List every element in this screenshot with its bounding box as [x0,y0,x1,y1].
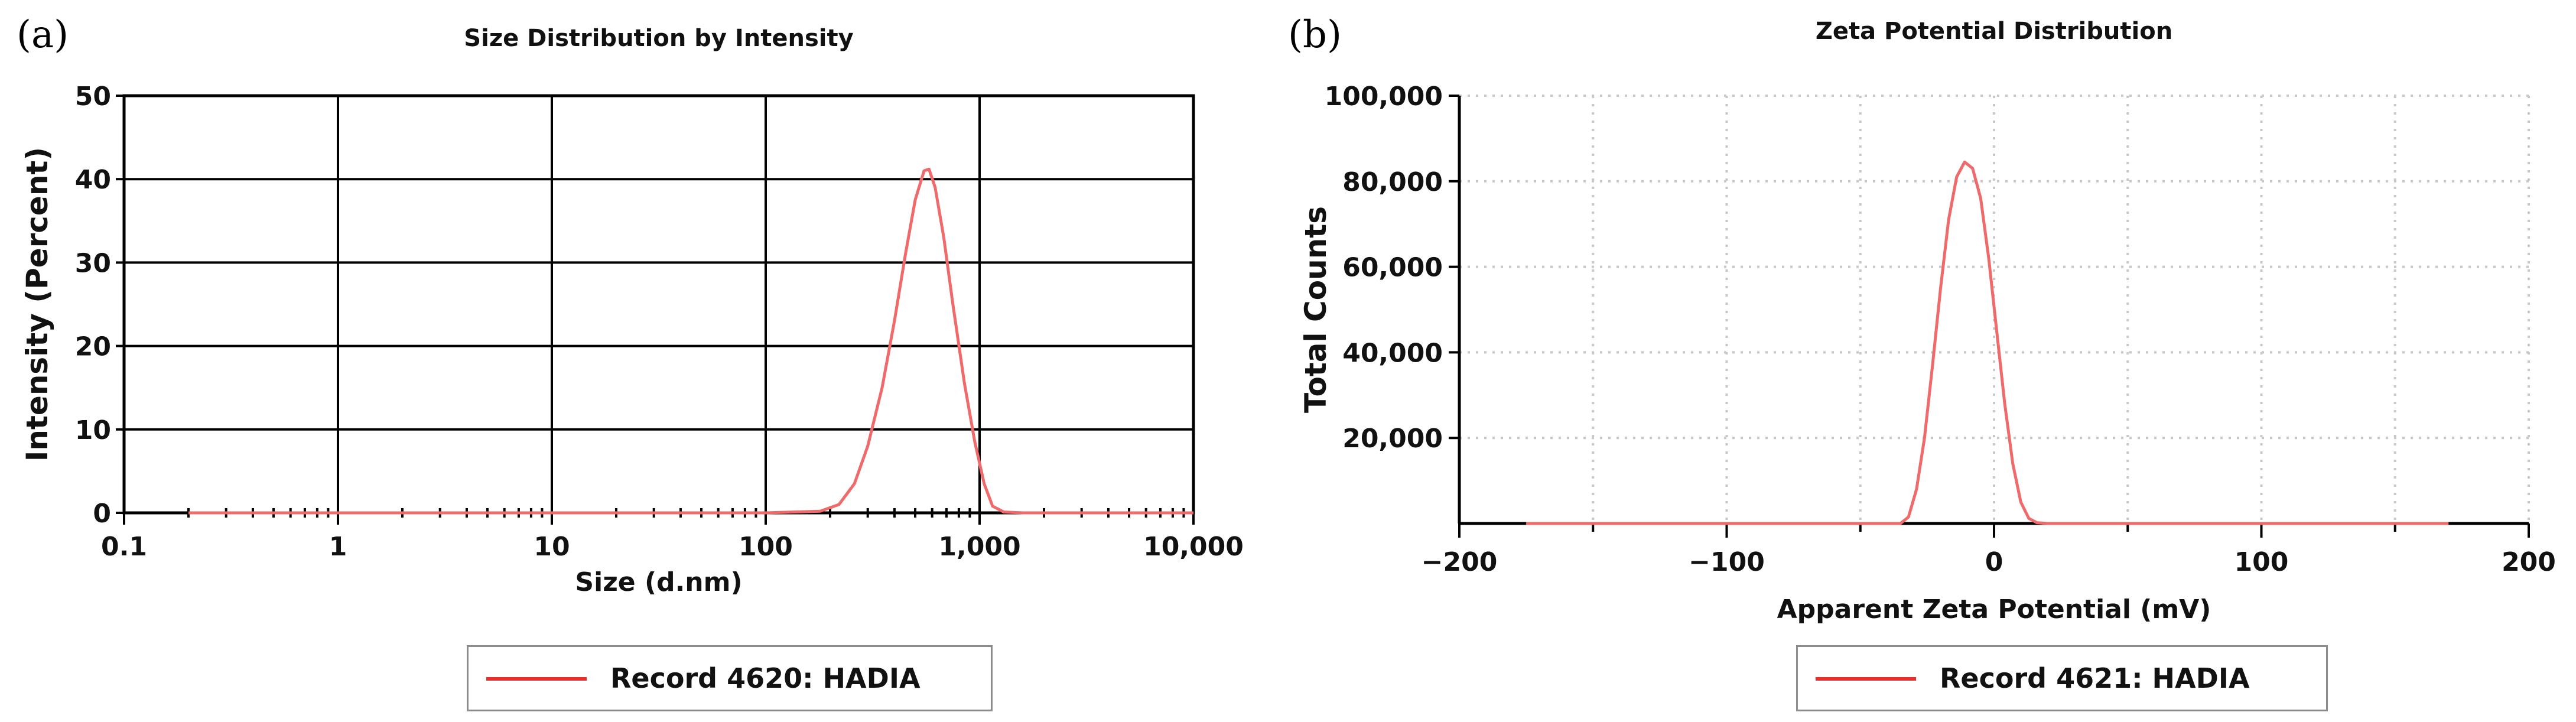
x-tick-label: 200 [2502,547,2556,577]
plot-frame [122,94,1195,515]
x-tick-label: 0.1 [101,532,147,562]
legend-size-distribution: Record 4620: HADIA [467,645,993,711]
size-distribution-chart: Size Distribution by Intensity 0 10 20 30 40 5… [20,25,1244,597]
panel-label-b: (b) [1288,13,1342,57]
x-tick-label: 1 [329,532,347,562]
x-axis-label: Apparent Zeta Potential (mV) [1777,594,2211,625]
series-line-record-4621 [1526,160,2449,525]
y-axis-label: Intensity (Percent) [20,147,54,461]
zeta-potential-panel: (b) Zeta Potential Distribution 20,000 40,… [1288,0,2576,722]
y-tick-label: 10 [75,415,111,445]
x-tick-label: 100 [2235,547,2289,577]
y-tick-label: 20,000 [1342,424,1443,454]
y-tick-label: 80,000 [1342,167,1443,197]
y-tick-label: 40 [75,165,111,195]
y-axis-label: Total Counts [1299,206,1333,413]
chart-title: Zeta Potential Distribution [1816,18,2172,45]
x-tick-label: 10 [534,532,570,562]
y-tick-label: 60,000 [1342,253,1443,283]
chart-title: Size Distribution by Intensity [464,25,853,52]
panel-label-a: (a) [17,13,69,57]
x-tick-label: −100 [1689,547,1765,577]
x-tick-label: −200 [1422,547,1498,577]
y-tick-label: 20 [75,332,111,362]
x-tick-label: 0 [1985,547,2003,577]
legend-swatch-size [486,677,587,681]
y-tick-label: 50 [75,82,111,112]
series-line-record-4620 [188,167,1193,515]
x-axis-label: Size (d.nm) [575,567,742,597]
legend-label-zeta: Record 4621: HADIA [1940,662,2250,694]
zeta-potential-chart: Zeta Potential Distribution 20,000 40,000 6… [1299,18,2556,625]
x-tick-label: 1,000 [938,532,1020,562]
y-tick-label: 40,000 [1342,338,1443,368]
x-tick-label: 10,000 [1143,532,1244,562]
legend-label-size: Record 4620: HADIA [610,662,921,694]
x-tick-label: 100 [739,532,793,562]
legend-swatch-zeta [1816,677,1916,681]
size-distribution-panel: (a) Size Distribution by Intensity 0 10 20 3… [17,13,1244,711]
y-tick-label: 100,000 [1325,82,1443,112]
y-tick-label: 0 [93,499,111,529]
y-tick-label: 30 [75,248,111,278]
legend-zeta-potential: Record 4621: HADIA [1796,645,2328,711]
